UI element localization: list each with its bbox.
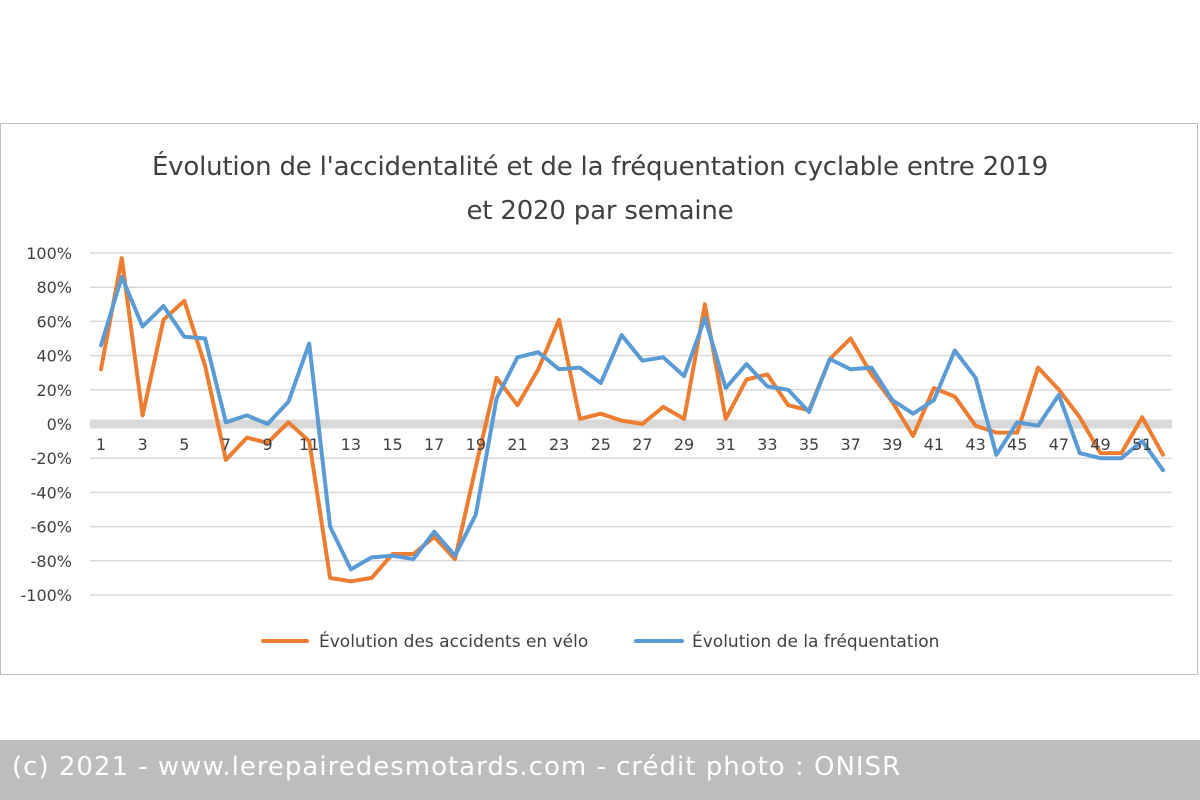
x-tick-label: 29 [674, 435, 694, 454]
x-tick-label: 41 [924, 435, 944, 454]
y-tick-label: 0% [47, 415, 72, 434]
legend-label: Évolution de la fréquentation [692, 630, 939, 652]
x-tick-label: 25 [591, 435, 611, 454]
footer-band [0, 740, 1200, 800]
x-tick-label: 13 [341, 435, 361, 454]
series-lines [99, 256, 1165, 584]
series-line-accidents [99, 256, 1165, 584]
y-tick-label: 60% [36, 312, 72, 331]
x-tick-label: 1 [96, 435, 106, 454]
x-tick-label: 21 [507, 435, 527, 454]
x-tick-label: 9 [262, 435, 272, 454]
x-tick-label: 43 [965, 435, 985, 454]
series-line-frequentation [99, 274, 1165, 572]
y-tick-label: -80% [31, 552, 72, 571]
legend: Évolution des accidents en vélo Évolution… [261, 630, 939, 652]
x-tick-label: 35 [799, 435, 819, 454]
y-tick-label: -40% [31, 483, 72, 502]
x-tick-label: 33 [757, 435, 777, 454]
chart-frame [0, 123, 1198, 675]
x-tick-label: 3 [138, 435, 148, 454]
x-tick-label: 49 [1090, 435, 1110, 454]
x-axis-tick-labels: 1 3 5 7 9 11 13 15 17 19 21 23 25 27 29 31 33 35 37 39 41 43 4… [96, 435, 1152, 454]
x-tick-label: 11 [299, 435, 319, 454]
y-tick-label: 20% [36, 381, 72, 400]
y-tick-label: -20% [31, 449, 72, 468]
x-tick-label: 47 [1049, 435, 1069, 454]
x-tick-label: 7 [221, 435, 231, 454]
x-tick-label: 27 [632, 435, 652, 454]
y-tick-label: -100% [20, 586, 72, 605]
x-tick-label: 19 [466, 435, 486, 454]
y-tick-label: 80% [36, 278, 72, 297]
photo-credit: (c) 2021 - www.lerepairedesmotards.com -… [12, 752, 902, 782]
x-tick-label: 51 [1132, 435, 1152, 454]
x-tick-label: 23 [549, 435, 569, 454]
x-tick-label: 17 [424, 435, 444, 454]
chart-title-line-2: et 2020 par semaine [466, 196, 734, 226]
y-tick-label: 100% [26, 244, 72, 263]
x-tick-label: 31 [716, 435, 736, 454]
chart-title: Évolution de l'accidentalité et de la fr… [110, 145, 1090, 233]
chart-title-line-1: Évolution de l'accidentalité et de la fr… [151, 152, 1049, 182]
y-tick-label: -60% [31, 518, 72, 537]
x-tick-label: 15 [382, 435, 402, 454]
x-tick-label: 39 [882, 435, 902, 454]
x-tick-label: 45 [1007, 435, 1027, 454]
y-tick-label: 40% [36, 347, 72, 366]
x-tick-label: 5 [179, 435, 189, 454]
x-tick-label: 37 [840, 435, 860, 454]
y-axis-tick-labels: 100% 80% 60% 40% 20% 0% -20% -40% -60% -80% -100% [20, 244, 72, 605]
legend-label: Évolution des accidents en vélo [319, 630, 588, 652]
